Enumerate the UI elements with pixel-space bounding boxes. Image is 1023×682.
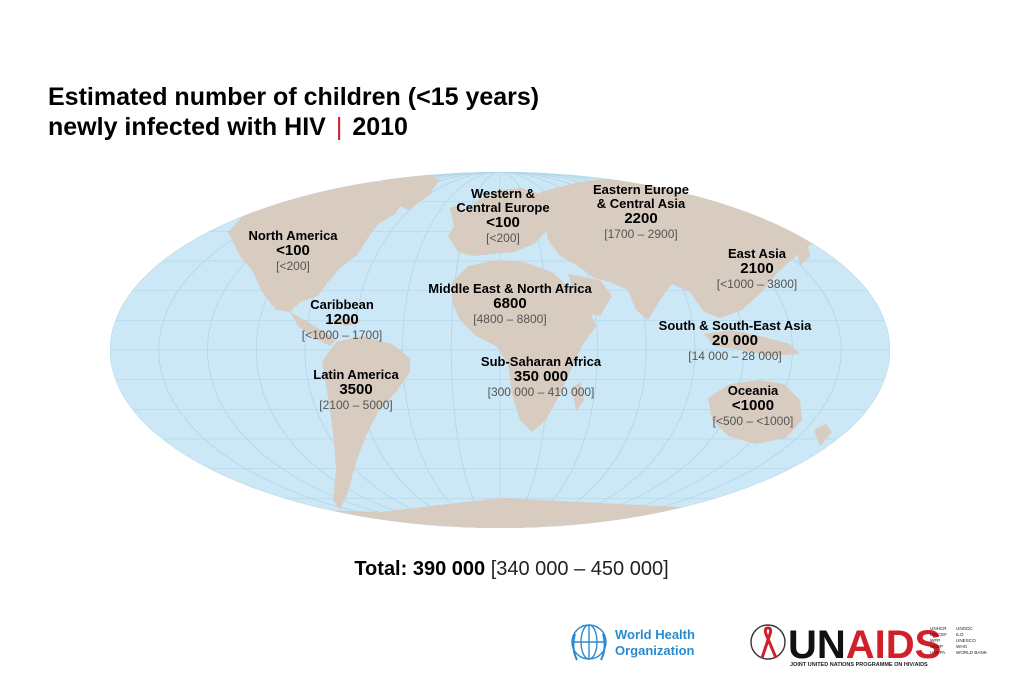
- region-label-eastern-europe-central-asia: Eastern Europe & Central Asia 2200 [1700 – …: [592, 182, 690, 242]
- region-range: [<200]: [276, 259, 310, 273]
- title-topic: newly infected with HIV: [48, 113, 326, 141]
- landmass-madagascar: [572, 382, 584, 412]
- region-name: Central Europe: [456, 200, 550, 215]
- region-name: Eastern Europe: [592, 182, 690, 197]
- landmass-south-america: [322, 336, 410, 510]
- region-range: [2100 – 5000]: [319, 398, 393, 412]
- region-range: [4800 – 8800]: [473, 312, 547, 326]
- region-label-middle-east-north-africa: Middle East & North Africa 6800 [4800 – 88…: [428, 281, 592, 327]
- region-range: [<1000 – 1700]: [301, 328, 383, 342]
- region-name: South & South-East Asia: [658, 318, 812, 333]
- page-title: Estimated number of children (<15 years)…: [48, 82, 539, 142]
- region-label-caribbean: Caribbean 1200 [<1000 – 1700]: [301, 297, 383, 343]
- region-value: <1000: [731, 397, 775, 414]
- cosponsor-name: UNODC: [956, 626, 974, 631]
- region-label-north-america: North America <100 [<200]: [248, 228, 338, 274]
- landmass-caribbean-islands: [330, 318, 362, 326]
- region-name: Middle East & North Africa: [428, 281, 592, 296]
- region-label-latin-america: Latin America 3500 [2100 – 5000]: [313, 367, 399, 413]
- region-value: 1200: [325, 311, 359, 328]
- region-value: 20 000: [712, 332, 758, 349]
- region-name: Latin America: [313, 367, 399, 382]
- cosponsor-name: UNDP: [930, 644, 943, 649]
- cosponsor-name: UNFPA: [930, 650, 946, 655]
- region-label-south-south-east-asia: South & South-East Asia 20 000 [14 000 – 2…: [658, 318, 812, 364]
- landmass-central-america: [290, 312, 336, 346]
- who-logo-line-2: Organization: [615, 643, 695, 658]
- total-summary: Total: 390 000 [340 000 – 450 000]: [0, 558, 1023, 581]
- region-value: <100: [486, 214, 520, 231]
- landmass-new-zealand: [814, 424, 832, 446]
- landmass-british-isles: [450, 204, 464, 226]
- cosponsor-name: WORLD BANK: [956, 650, 988, 655]
- region-range: [<200]: [486, 231, 520, 245]
- total-range: [340 000 – 450 000]: [490, 558, 669, 580]
- region-value: 2100: [740, 260, 774, 277]
- region-range: [1700 – 2900]: [604, 227, 678, 241]
- landmass-arabian-peninsula: [568, 274, 612, 316]
- region-value: 2200: [624, 210, 658, 227]
- region-range: [<500 – <1000]: [712, 414, 794, 428]
- unaids-word-aids: AIDS: [846, 623, 942, 667]
- cosponsor-name: WHO: [956, 644, 968, 649]
- region-label-western-central-europe: Western & Central Europe <100 [<200]: [456, 186, 550, 246]
- region-range: [14 000 – 28 000]: [688, 349, 782, 363]
- region-name: Sub-Saharan Africa: [480, 354, 602, 369]
- landmass-southeast-asia-islands: [704, 330, 800, 356]
- region-label-sub-saharan-africa: Sub-Saharan Africa 350 000 [300 000 – 410 …: [480, 354, 602, 400]
- who-logo-line-1: World Health: [615, 627, 695, 642]
- unaids-subtitle: JOINT UNITED NATIONS PROGRAMME ON HIV/AI…: [790, 662, 928, 668]
- region-value: <100: [276, 242, 310, 259]
- region-name: East Asia: [727, 246, 787, 261]
- who-logo: World Health Organization: [571, 624, 695, 661]
- region-name: North America: [248, 228, 338, 243]
- region-value: 3500: [339, 381, 373, 398]
- region-range: [<1000 – 3800]: [716, 277, 798, 291]
- landmass-europe: [448, 188, 550, 256]
- region-name: & Central Asia: [596, 196, 686, 211]
- title-line-2: newly infected with HIV | 2010: [48, 112, 539, 142]
- title-line-1: Estimated number of children (<15 years): [48, 83, 540, 111]
- cosponsor-name: WFP: [930, 638, 940, 643]
- landmass-greenland: [380, 172, 440, 210]
- landmass-japan: [796, 238, 810, 266]
- landmass-arctic-islands: [300, 174, 356, 186]
- landmass-antarctica: [150, 498, 850, 528]
- region-value: 6800: [493, 295, 527, 312]
- region-label-east-asia: East Asia 2100 [<1000 – 3800]: [716, 246, 798, 292]
- region-value: 350 000: [513, 368, 569, 385]
- landmass-australia: [708, 380, 802, 444]
- region-range: [300 000 – 410 000]: [487, 385, 595, 399]
- region-name: Caribbean: [310, 297, 374, 312]
- cosponsor-name: UNICEF: [930, 632, 947, 637]
- cosponsor-name: UNESCO: [956, 638, 976, 643]
- land-masses: [150, 172, 856, 528]
- cosponsor-name: UNHCR: [930, 626, 947, 631]
- who-emblem-icon: [571, 624, 607, 661]
- svg-text:UNAIDS: UNAIDS: [788, 623, 941, 667]
- region-label-oceania: Oceania <1000 [<500 – <1000]: [712, 383, 794, 429]
- title-year: 2010: [352, 113, 408, 141]
- cosponsor-name: ILO: [956, 632, 964, 637]
- red-ribbon-icon: [750, 624, 786, 660]
- title-separator: |: [335, 113, 343, 141]
- region-name: Western &: [470, 186, 536, 201]
- unaids-word-un: UN: [788, 623, 846, 667]
- unaids-logo: UNAIDS JOINT UNITED NATIONS PROGRAMME ON…: [750, 623, 988, 668]
- total-value: 390 000: [412, 558, 486, 580]
- region-name: Oceania: [727, 383, 779, 398]
- landmass-africa: [452, 260, 596, 432]
- landmass-north-america: [228, 180, 405, 312]
- total-label: Total:: [354, 558, 408, 580]
